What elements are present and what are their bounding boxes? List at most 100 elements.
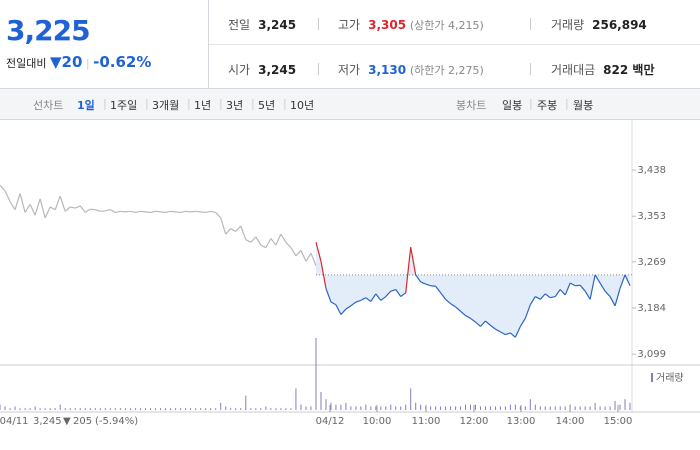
price-line (365, 297, 372, 302)
volume-bar (220, 402, 222, 410)
stat: 거래량 256,894 (551, 16, 647, 33)
price-line (155, 210, 161, 213)
volume-bar (619, 404, 621, 410)
volume-bar (529, 399, 531, 410)
price-line (250, 236, 257, 243)
tab-separator: | (251, 97, 255, 110)
price-line (475, 321, 481, 327)
volume-bar (524, 406, 526, 410)
volume-bar (129, 408, 131, 410)
tab[interactable]: 1일 (77, 99, 95, 112)
price-line (445, 298, 451, 305)
price-line (410, 247, 417, 275)
price-line (175, 211, 181, 214)
price-line (315, 242, 322, 262)
price-line (519, 317, 526, 327)
price-line (165, 210, 171, 214)
tab[interactable]: 1주일 (110, 99, 138, 112)
price-line (569, 282, 576, 287)
x-tick-label: 12:00 (460, 416, 489, 427)
volume-bar (415, 402, 417, 410)
volume-bar (559, 406, 561, 410)
volume-bar (235, 408, 237, 410)
stat-value: 3,130 (368, 63, 407, 77)
price-line (584, 290, 591, 300)
price-line (355, 299, 362, 303)
volume-bar (599, 406, 601, 410)
volume-bar (0, 404, 1, 410)
price-line (420, 281, 426, 285)
volume-bar (124, 408, 126, 410)
legend-label: 거래량 (656, 372, 684, 384)
volume-bar (589, 406, 591, 410)
tab[interactable]: 3년 (226, 99, 244, 112)
volume-bar (410, 388, 412, 410)
x-tick-label: 04/12 (316, 416, 345, 427)
stat-value: 822 백만 (603, 63, 655, 77)
x-tick-label: 04/11 (0, 416, 28, 427)
volume-bar (380, 406, 382, 410)
footer-close: 3,245 (33, 416, 62, 427)
price-line (140, 210, 146, 213)
tab-separator: | (565, 97, 569, 110)
volume-bar (474, 404, 476, 410)
tab[interactable]: 월봉 (573, 99, 594, 112)
price-line (395, 289, 402, 297)
price-line (330, 301, 337, 306)
stat-value: 3,245 (258, 18, 297, 32)
price-line (0, 184, 6, 192)
price-line (280, 233, 287, 243)
price-line (564, 282, 571, 296)
price-line (29, 204, 36, 216)
volume-bar (230, 408, 232, 410)
price-line (514, 326, 521, 338)
tab[interactable]: 10년 (290, 99, 315, 112)
stat: 전일 3,245 (228, 16, 296, 33)
volume-bar (604, 406, 606, 410)
price-line (550, 295, 556, 299)
volume-bar (89, 408, 91, 410)
price-line (325, 288, 332, 303)
stat: 시가 3,245 (228, 61, 296, 78)
volume-bar (465, 404, 467, 410)
volume-bar (119, 408, 121, 410)
price-line (49, 206, 56, 211)
tab-group-label: 봉차트 (456, 99, 487, 112)
volume-bar (335, 404, 337, 410)
volume-bar (295, 388, 297, 410)
volume-bar (479, 406, 481, 410)
volume-bar (49, 408, 51, 410)
price-line (285, 241, 292, 249)
tab[interactable]: 3개월 (152, 99, 180, 112)
volume-bar (195, 408, 197, 410)
tab[interactable]: 일봉 (502, 99, 523, 112)
volume-bar (519, 406, 521, 410)
volume-bar (405, 404, 407, 410)
price-line (160, 211, 166, 214)
volume-bar (19, 408, 21, 410)
price-line (509, 332, 516, 338)
price-line (255, 236, 262, 246)
tab[interactable]: 1년 (194, 99, 212, 112)
price-line (500, 331, 506, 336)
tab[interactable]: 5년 (258, 99, 276, 112)
volume-bar (149, 408, 151, 410)
down-icon: ▼ (49, 53, 62, 71)
volume-bar (180, 408, 182, 410)
price-line (450, 303, 456, 308)
price-line (360, 297, 367, 301)
price-line (435, 285, 442, 294)
volume-bar (84, 408, 86, 410)
price-line (485, 320, 491, 326)
volume-bar (310, 406, 312, 410)
volume-bar (275, 408, 277, 410)
tab[interactable]: 주봉 (537, 99, 558, 112)
volume-bar (504, 406, 506, 410)
stat-label: 거래량 (551, 18, 585, 32)
change-label: 전일대비 (6, 57, 47, 70)
change-row: 전일대비 ▼20 | -0.62% (6, 53, 152, 71)
volume-bar (365, 404, 367, 410)
volume-bar (564, 406, 566, 410)
volume-bar (260, 408, 262, 410)
price-line (505, 332, 511, 336)
